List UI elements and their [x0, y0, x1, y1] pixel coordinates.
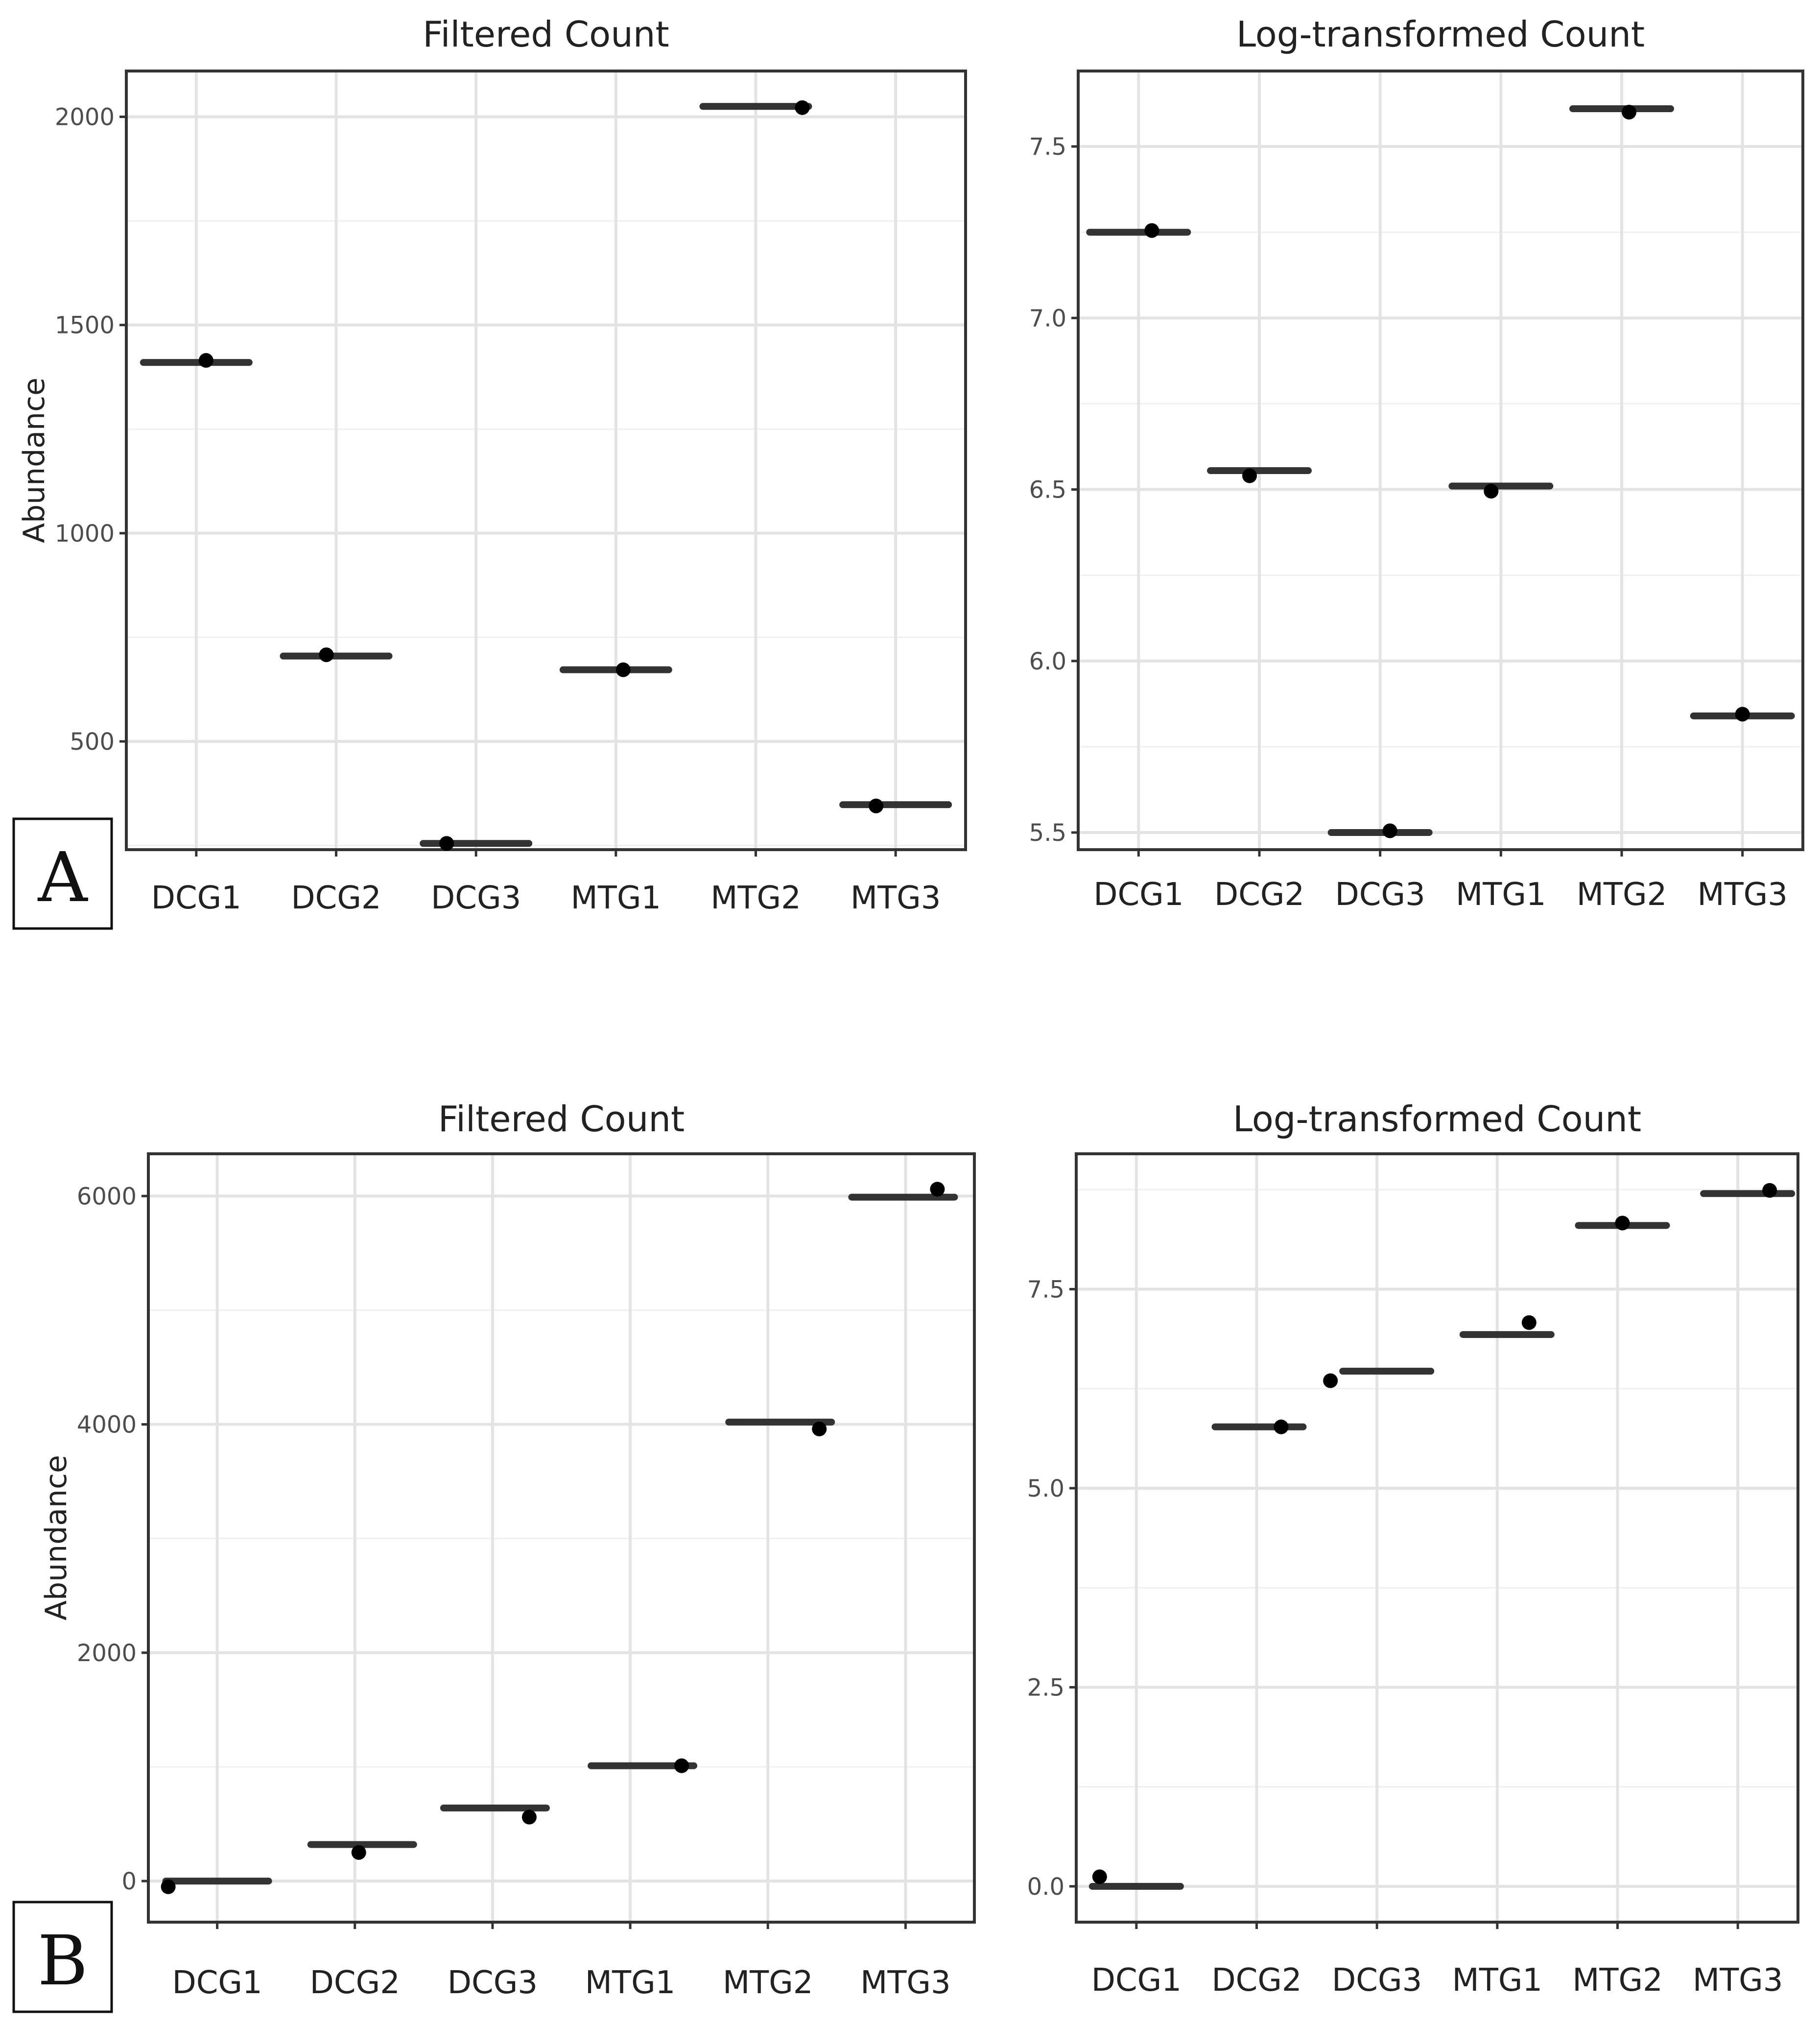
plot-frame	[125, 70, 967, 851]
chart-title: Log-transformed Count	[1236, 14, 1645, 55]
plot-frame	[1077, 70, 1804, 851]
y-tick-label: 2000	[77, 1640, 137, 1667]
x-tick-label: MTG3	[1697, 877, 1788, 913]
data-point-dcg2	[1242, 468, 1257, 483]
y-tick-label: 2.5	[1027, 1674, 1064, 1701]
x-tick-label: MTG1	[585, 1965, 676, 2001]
y-axis-label: Abundance	[17, 378, 51, 543]
data-point-mtg1	[1484, 484, 1499, 499]
y-tick-label: 5.5	[1029, 819, 1066, 847]
x-tick-label: DCG1	[1093, 877, 1183, 913]
data-point-dcg3	[439, 836, 454, 851]
chart-title: Filtered Count	[423, 14, 669, 55]
x-tick-label: MTG2	[710, 880, 801, 916]
panel-label-a: A	[12, 817, 113, 930]
x-tick-label: MTG3	[851, 880, 941, 916]
x-tick-label: DCG2	[310, 1965, 400, 2001]
chart-b-filtered-count: Filtered Count 0 2000 4000 6000 DCG1 DCG2 DCG3 M…	[39, 1098, 976, 2001]
x-tick-label: DCG1	[1091, 1962, 1182, 1999]
y-tick-label: 6000	[77, 1183, 137, 1210]
data-point-dcg2	[319, 647, 334, 663]
x-tick-label: DCG1	[172, 1965, 262, 2001]
plot-frame	[1075, 1152, 1799, 1924]
y-tick-label: 2000	[55, 104, 115, 131]
y-tick-label: 6.0	[1029, 648, 1066, 675]
data-point-dcg3	[521, 1810, 537, 1825]
chart-title: Filtered Count	[438, 1098, 685, 1140]
y-tick-label: 0.0	[1027, 1873, 1064, 1901]
data-point-dcg2	[351, 1845, 366, 1860]
data-point-mtg1	[1521, 1315, 1536, 1330]
y-tick-label: 1000	[55, 520, 115, 548]
data-point-dcg1	[161, 1879, 176, 1894]
y-tick-label: 7.5	[1029, 133, 1066, 161]
x-tick-label: DCG3	[1335, 877, 1425, 913]
y-tick-label: 1500	[55, 312, 115, 339]
data-point-mtg3	[1762, 1183, 1777, 1198]
data-point-mtg1	[674, 1758, 689, 1773]
x-tick-label: DCG1	[151, 880, 241, 916]
data-point-dcg1	[1144, 223, 1159, 238]
x-tick-label: MTG3	[1693, 1962, 1783, 1999]
chart-title: Log-transformed Count	[1233, 1098, 1641, 1140]
data-point-mtg3	[1735, 707, 1750, 722]
chart-b-log-transformed-count: Log-transformed Count 0.0 2.5 5.0 7.5 DCG1 DCG…	[1027, 1098, 1799, 1999]
x-tick-label: DCG2	[1214, 877, 1304, 913]
data-point-dcg2	[1274, 1419, 1289, 1434]
x-tick-label: MTG2	[1572, 1962, 1663, 1999]
x-tick-label: MTG2	[1577, 877, 1667, 913]
y-axis-label: Abundance	[39, 1455, 73, 1620]
data-point-mtg3	[869, 798, 884, 813]
y-tick-label: 0	[121, 1868, 137, 1895]
data-point-dcg1	[1092, 1869, 1107, 1884]
data-point-mtg2	[1622, 105, 1636, 120]
chart-a-log-transformed-count: Log-transformed Count 5.5 6.0 6.5 7.0 7.5 DCG1…	[1029, 14, 1804, 913]
data-point-dcg3	[1323, 1373, 1338, 1388]
data-point-dcg3	[1382, 823, 1397, 838]
x-tick-label: MTG1	[1456, 877, 1546, 913]
x-tick-label: MTG2	[723, 1965, 813, 2001]
x-tick-label: MTG1	[571, 880, 662, 916]
y-tick-label: 500	[70, 728, 115, 756]
x-tick-label: MTG1	[1452, 1962, 1543, 1999]
y-tick-label: 5.0	[1027, 1475, 1064, 1502]
y-tick-label: 4000	[77, 1411, 137, 1439]
data-point-mtg2	[795, 100, 810, 115]
y-tick-label: 6.5	[1029, 476, 1066, 504]
panel-letter-a: A	[37, 838, 88, 918]
data-point-mtg2	[1615, 1215, 1630, 1231]
x-tick-label: DCG3	[431, 880, 521, 916]
x-tick-label: DCG2	[1211, 1962, 1301, 1999]
data-point-dcg1	[198, 353, 213, 368]
data-point-mtg2	[812, 1421, 827, 1436]
panel-letter-b: B	[38, 1921, 88, 2001]
x-tick-label: DCG3	[448, 1965, 538, 2001]
x-tick-label: DCG3	[1332, 1962, 1422, 1999]
x-tick-label: MTG3	[860, 1965, 951, 2001]
plot-frame	[147, 1152, 976, 1924]
data-point-mtg1	[615, 662, 631, 677]
chart-a-filtered-count: Filtered Count 500 1000 1500 2000 DCG1 DCG2 DCG…	[17, 14, 967, 916]
y-tick-label: 7.5	[1027, 1276, 1064, 1303]
x-tick-label: DCG2	[291, 880, 381, 916]
y-tick-label: 7.0	[1029, 305, 1066, 332]
panel-label-b: B	[12, 1901, 113, 2013]
data-point-mtg3	[930, 1182, 945, 1197]
